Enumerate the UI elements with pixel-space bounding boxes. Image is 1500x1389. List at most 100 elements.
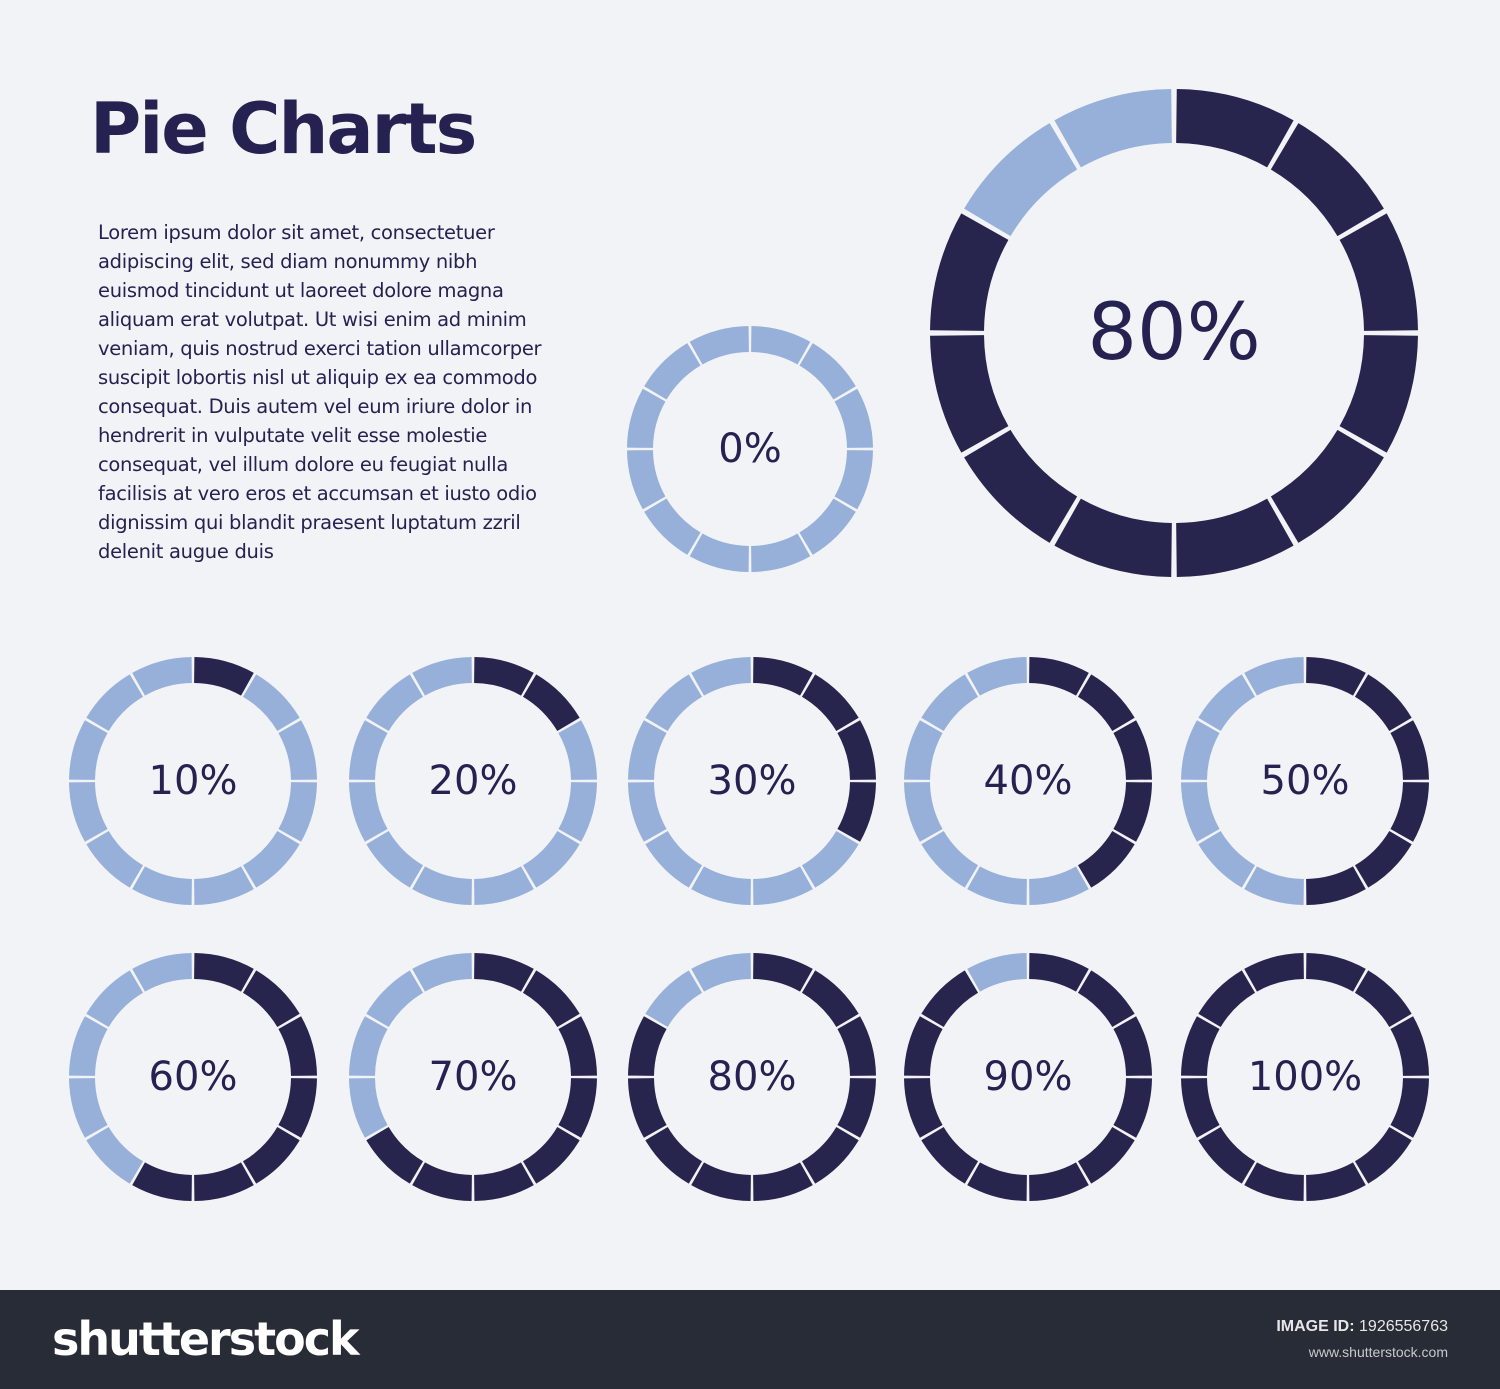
empty-segment xyxy=(967,953,1027,992)
empty-segment xyxy=(474,866,534,905)
filled-segment xyxy=(753,657,813,696)
percent-label: 100% xyxy=(1248,1054,1362,1100)
filled-segment xyxy=(837,1078,876,1138)
filled-segment xyxy=(1339,213,1418,331)
empty-segment xyxy=(132,657,192,696)
filled-segment xyxy=(1390,1078,1429,1138)
filled-segment xyxy=(837,1016,876,1076)
empty-segment xyxy=(921,674,979,732)
empty-segment xyxy=(86,970,144,1028)
empty-segment xyxy=(904,720,943,780)
filled-segment xyxy=(930,213,1009,331)
empty-segment xyxy=(834,450,873,510)
empty-segment xyxy=(349,1016,388,1076)
empty-segment xyxy=(69,782,108,842)
filled-segment xyxy=(1390,1016,1429,1076)
empty-segment xyxy=(799,498,856,555)
empty-segment xyxy=(69,1016,108,1076)
filled-segment xyxy=(1176,89,1294,168)
empty-segment xyxy=(86,1126,144,1184)
percent-label: 40% xyxy=(984,758,1073,804)
filled-segment xyxy=(474,953,534,992)
ring-chart-60-percent: 60% xyxy=(69,953,317,1201)
filled-segment xyxy=(1054,498,1172,577)
filled-segment xyxy=(1306,866,1366,905)
empty-segment xyxy=(1198,830,1256,888)
filled-segment xyxy=(904,1078,943,1138)
footer-image-id-value: 1926556763 xyxy=(1359,1318,1448,1335)
empty-segment xyxy=(627,450,666,510)
filled-segment xyxy=(474,657,534,696)
footer-url[interactable]: www.shutterstock.com xyxy=(1308,1344,1448,1360)
ring-chart-30-percent: 30% xyxy=(628,657,876,905)
footer-image-id-label: IMAGE ID: xyxy=(1276,1318,1355,1335)
filled-segment xyxy=(522,1126,580,1184)
empty-segment xyxy=(691,953,751,992)
filled-segment xyxy=(1113,720,1152,780)
empty-segment xyxy=(558,720,597,780)
filled-segment xyxy=(1390,720,1429,780)
filled-segment xyxy=(1198,1126,1256,1184)
empty-segment xyxy=(691,657,751,696)
filled-segment xyxy=(1306,1162,1366,1201)
pie-charts-canvas: 0% 80% 10% 20% 30% 40% 50% 60% 70% 80% 90% 100% xyxy=(69,89,1429,1201)
percent-label: 10% xyxy=(149,758,238,804)
filled-segment xyxy=(1390,782,1429,842)
percent-label: 30% xyxy=(708,758,797,804)
empty-segment xyxy=(86,830,144,888)
empty-segment xyxy=(132,953,192,992)
filled-segment xyxy=(628,1078,667,1138)
filled-segment xyxy=(1113,1016,1152,1076)
empty-segment xyxy=(799,343,856,400)
empty-segment xyxy=(349,782,388,842)
ring-chart-40-percent: 40% xyxy=(904,657,1152,905)
empty-segment xyxy=(1181,782,1220,842)
empty-segment xyxy=(921,830,979,888)
empty-segment xyxy=(366,830,424,888)
filled-segment xyxy=(132,1162,192,1201)
filled-segment xyxy=(278,1078,317,1138)
filled-segment xyxy=(837,720,876,780)
filled-segment xyxy=(1176,498,1294,577)
footer-logo[interactable]: shutterstock xyxy=(52,1312,360,1366)
filled-segment xyxy=(1077,674,1135,732)
filled-segment xyxy=(628,1016,667,1076)
filled-segment xyxy=(1181,1078,1220,1138)
empty-segment xyxy=(967,866,1027,905)
filled-segment xyxy=(558,1016,597,1076)
empty-segment xyxy=(904,782,943,842)
filled-segment xyxy=(1244,1162,1304,1201)
empty-segment xyxy=(278,782,317,842)
filled-segment xyxy=(904,1016,943,1076)
empty-segment xyxy=(801,830,859,888)
empty-segment xyxy=(689,326,749,365)
empty-segment xyxy=(132,866,192,905)
ring-chart-80-percent: 80% xyxy=(628,953,876,1201)
filled-segment xyxy=(1339,335,1418,453)
filled-segment xyxy=(801,674,859,732)
footer: shutterstock IMAGE ID: 1926556763 www.sh… xyxy=(0,1290,1500,1389)
empty-segment xyxy=(834,388,873,448)
filled-segment xyxy=(522,674,580,732)
filled-segment xyxy=(474,1162,534,1201)
ring-chart-70-percent: 70% xyxy=(349,953,597,1201)
filled-segment xyxy=(1354,830,1412,888)
filled-segment xyxy=(1113,1078,1152,1138)
filled-segment xyxy=(1181,1016,1220,1076)
filled-segment xyxy=(801,970,859,1028)
filled-segment xyxy=(522,970,580,1028)
empty-segment xyxy=(522,830,580,888)
empty-segment xyxy=(628,720,667,780)
ring-chart-0-percent: 0% xyxy=(627,326,873,572)
empty-segment xyxy=(242,830,300,888)
body-text: Lorem ipsum dolor sit amet, consectetuer… xyxy=(98,221,542,563)
filled-segment xyxy=(1354,674,1412,732)
empty-segment xyxy=(349,720,388,780)
empty-segment xyxy=(1054,89,1172,168)
filled-segment xyxy=(242,1126,300,1184)
empty-segment xyxy=(1198,674,1256,732)
ring-chart-50-percent: 50% xyxy=(1181,657,1429,905)
filled-segment xyxy=(1198,970,1256,1028)
empty-segment xyxy=(1029,866,1089,905)
ring-chart-20-percent: 20% xyxy=(349,657,597,905)
